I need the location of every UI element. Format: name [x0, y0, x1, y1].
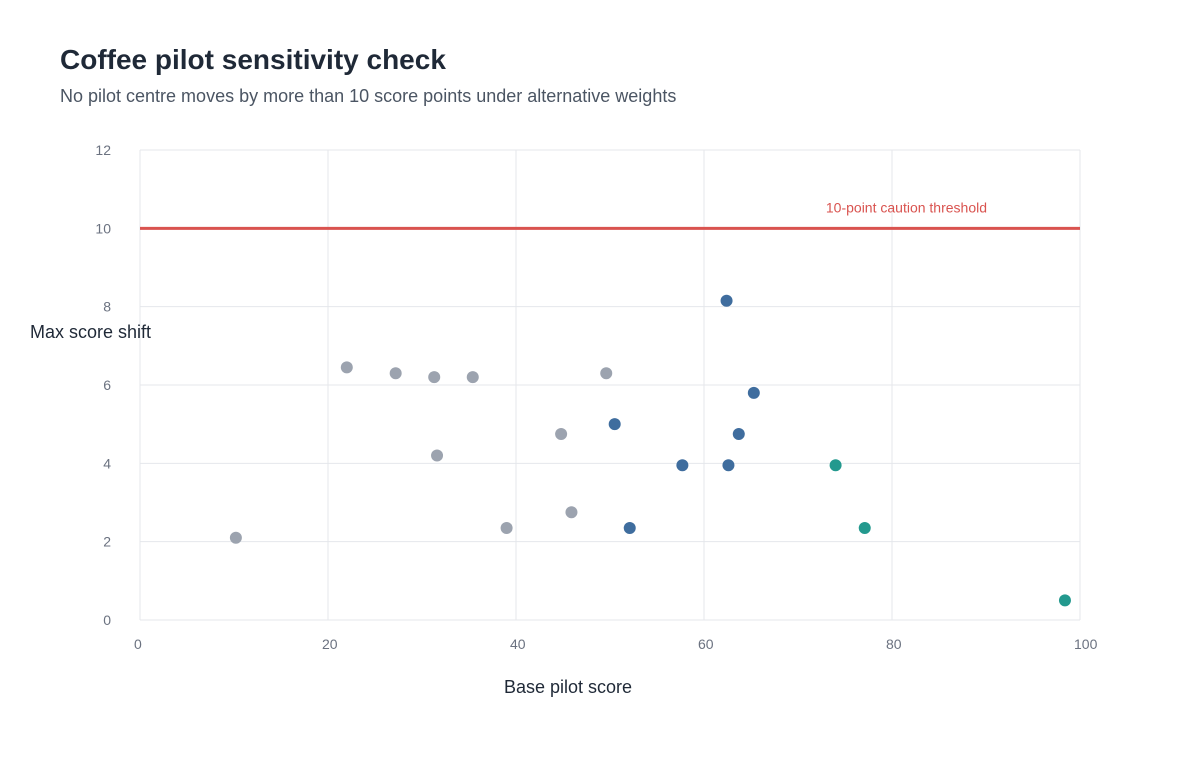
data-point [466, 371, 479, 384]
y-tick-label: 10 [95, 220, 111, 236]
data-point [732, 427, 745, 440]
data-point [500, 521, 513, 534]
y-tick-label: 6 [103, 377, 111, 393]
data-point [623, 521, 636, 534]
x-tick-label: 100 [1074, 636, 1098, 652]
y-axis-label: Max score shift [30, 322, 151, 342]
grid-lines [139, 149, 1081, 621]
y-tick-label: 2 [103, 534, 111, 550]
data-point [829, 459, 842, 472]
data-point [431, 449, 444, 462]
x-tick-label: 0 [134, 636, 142, 652]
y-tick-label: 4 [103, 455, 111, 471]
axis-ticks: 0 20 40 60 80 100 0 2 4 6 8 10 12 [95, 142, 1097, 652]
threshold-label: 10-point caution threshold [826, 199, 987, 215]
x-tick-label: 40 [510, 636, 526, 652]
data-point [676, 459, 689, 472]
y-tick-label: 8 [103, 299, 111, 315]
chart-subtitle: No pilot centre moves by more than 10 sc… [60, 86, 677, 106]
chart-title: Coffee pilot sensitivity check [60, 44, 446, 75]
y-tick-label: 0 [103, 612, 111, 628]
data-point [722, 459, 735, 472]
data-point [389, 367, 402, 380]
data-point [340, 361, 353, 374]
data-point [608, 418, 621, 431]
data-point [720, 294, 733, 307]
data-point [858, 521, 871, 534]
data-point [600, 367, 613, 380]
data-point [747, 386, 760, 399]
x-axis-label: Base pilot score [504, 677, 632, 697]
data-points [229, 294, 1071, 607]
y-tick-label: 12 [95, 142, 111, 158]
data-point [229, 531, 242, 544]
data-point [555, 427, 568, 440]
data-point [428, 371, 441, 384]
data-point [565, 506, 578, 519]
x-tick-label: 80 [886, 636, 902, 652]
x-tick-label: 20 [322, 636, 338, 652]
x-tick-label: 60 [698, 636, 714, 652]
data-point [1058, 594, 1071, 607]
